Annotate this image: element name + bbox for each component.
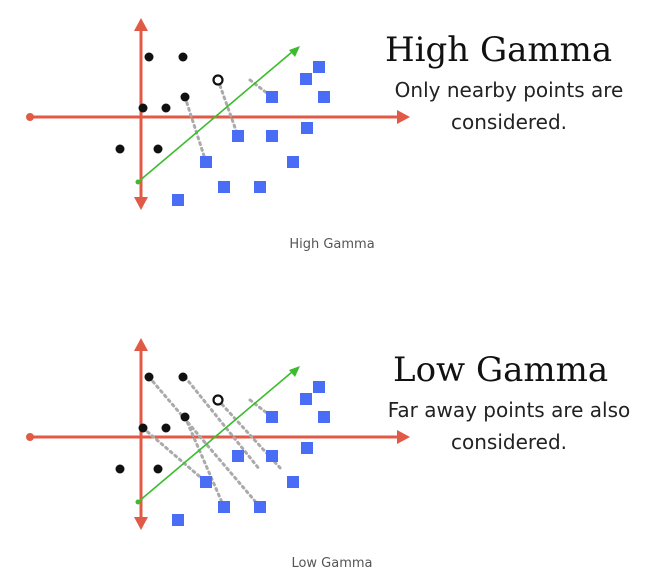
class-a-point — [161, 103, 171, 113]
class-b-point — [287, 156, 299, 168]
class-b-point — [313, 381, 325, 393]
decision-boundary-start-dot — [135, 179, 141, 185]
class-a-point — [178, 52, 188, 62]
class-a-point — [180, 92, 190, 102]
class-b-point — [318, 411, 330, 423]
influence-dotted-line — [183, 375, 262, 472]
low-gamma-diagram — [26, 338, 410, 530]
high-gamma-panel: High Gamma Only nearby points are consid… — [0, 0, 664, 260]
class-b-point — [232, 130, 244, 142]
class-b-point — [301, 442, 313, 454]
class-b-point — [200, 156, 212, 168]
decision-boundary-line — [137, 51, 293, 183]
influence-dotted-line — [141, 426, 208, 484]
high-gamma-description-line2: considered. — [450, 110, 568, 134]
class-a-point — [153, 144, 163, 154]
influence-dotted-line — [147, 375, 262, 509]
low-gamma-description-line2: considered. — [450, 430, 568, 454]
x-axis-arrowhead — [397, 110, 410, 124]
class-a-point — [153, 464, 163, 474]
x-axis-origin-dot — [26, 113, 34, 121]
decision-boundary-arrowhead — [289, 46, 300, 57]
class-b-point — [172, 514, 184, 526]
y-axis-arrowhead-bottom — [134, 197, 148, 210]
high-gamma-diagram — [26, 18, 410, 210]
low-gamma-description-line1: Far away points are also — [387, 398, 631, 422]
x-axis-origin-dot — [26, 433, 34, 441]
class-a-point — [161, 423, 171, 433]
decision-boundary-start-dot — [135, 499, 141, 505]
influence-dotted-line — [183, 95, 208, 164]
class-b-point — [301, 122, 313, 134]
y-axis-arrowhead-top — [134, 18, 148, 31]
influence-dotted-line — [183, 415, 226, 509]
class-b-point — [266, 130, 278, 142]
class-a-point — [180, 412, 190, 422]
class-b-point — [172, 194, 184, 206]
class-a-point — [144, 372, 154, 382]
class-b-point — [254, 181, 266, 193]
low-gamma-panel: Low Gamma Far away points are also consi… — [0, 320, 664, 581]
class-b-point — [218, 181, 230, 193]
class-b-point — [266, 450, 278, 462]
class-b-point — [232, 450, 244, 462]
class-a-point — [115, 144, 125, 154]
high-gamma-description-line1: Only nearby points are — [394, 78, 624, 102]
high-gamma-caption: High Gamma — [289, 237, 375, 252]
class-a-point — [144, 52, 154, 62]
class-b-point — [318, 91, 330, 103]
class-b-point — [254, 501, 266, 513]
class-b-point — [266, 91, 278, 103]
class-a-point — [138, 103, 148, 113]
decision-boundary-line — [137, 371, 293, 503]
class-a-point — [138, 423, 148, 433]
low-gamma-caption: Low Gamma — [291, 556, 373, 571]
class-b-point — [266, 411, 278, 423]
influence-dotted-line — [216, 78, 240, 138]
class-b-point — [313, 61, 325, 73]
class-a-point — [178, 372, 188, 382]
class-b-point — [218, 501, 230, 513]
y-axis-arrowhead-top — [134, 338, 148, 351]
decision-boundary-arrowhead — [289, 366, 300, 377]
x-axis-arrowhead — [397, 430, 410, 444]
class-a-point-highlighted — [212, 74, 224, 86]
low-gamma-title: Low Gamma — [393, 350, 609, 390]
class-b-point — [300, 73, 312, 85]
high-gamma-description: Only nearby points are considered. — [383, 74, 635, 138]
class-b-point — [200, 476, 212, 488]
class-a-point — [115, 464, 125, 474]
y-axis-arrowhead-bottom — [134, 517, 148, 530]
class-b-point — [300, 393, 312, 405]
low-gamma-description: Far away points are also considered. — [372, 394, 646, 458]
high-gamma-title: High Gamma — [385, 30, 613, 70]
class-b-point — [287, 476, 299, 488]
class-a-point-highlighted — [212, 394, 224, 406]
